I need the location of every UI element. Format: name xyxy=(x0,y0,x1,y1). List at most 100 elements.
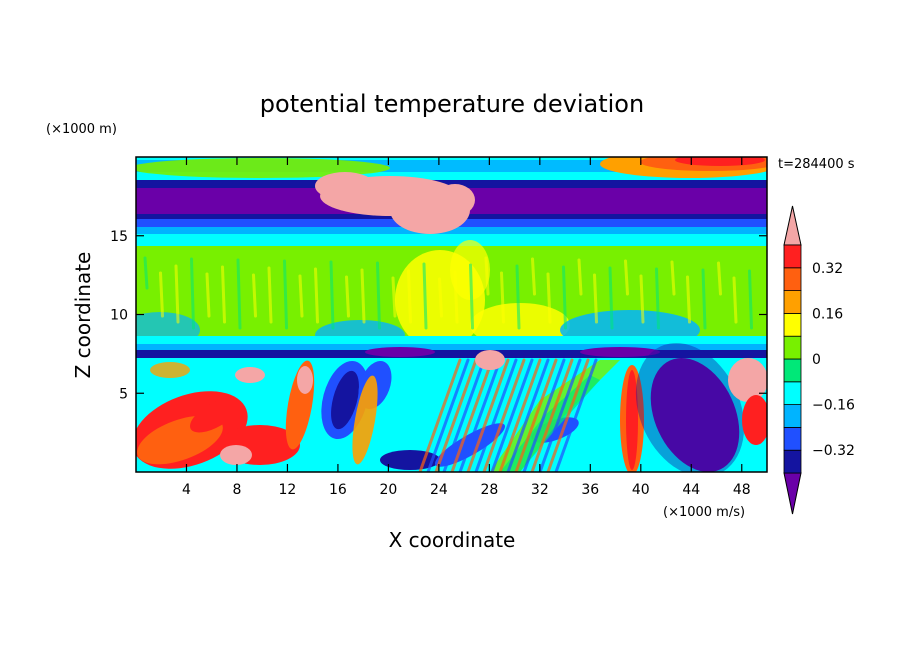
colorbar-segment xyxy=(783,381,802,405)
y-unit-label: (×1000 m) xyxy=(46,122,117,137)
field-stroke-41 xyxy=(438,277,443,318)
colorbar-segment xyxy=(783,244,802,269)
colorbar-over-triangle xyxy=(783,205,802,246)
field-stroke-106 xyxy=(530,358,574,472)
field-stroke-103 xyxy=(506,358,550,472)
y-tick-label: 10 xyxy=(110,308,128,324)
field-stroke-100 xyxy=(482,358,526,472)
field-stroke-42 xyxy=(453,270,459,324)
y-tick-label: 15 xyxy=(110,229,128,245)
field-stroke-54 xyxy=(639,274,645,324)
field-stroke-44 xyxy=(484,256,490,296)
field-region-88 xyxy=(635,343,745,472)
field-stroke-95 xyxy=(442,358,486,472)
field-region-10 xyxy=(136,234,767,246)
field-stroke-50 xyxy=(577,258,583,296)
y-axis-label: Z coordinate xyxy=(71,252,95,379)
x-tick-label: 32 xyxy=(531,482,549,498)
field-stroke-56 xyxy=(670,260,676,296)
colorbar-segment xyxy=(783,426,802,451)
field-region-110 xyxy=(475,350,505,370)
x-axis-label: X coordinate xyxy=(389,528,516,552)
field-region-65 xyxy=(365,347,435,357)
field-region-70 xyxy=(190,397,240,433)
x-tick-label: 28 xyxy=(480,482,498,498)
colorbar: 0.32 0.16 0 −0.16 −0.32 xyxy=(783,205,855,515)
field-stroke-105 xyxy=(522,358,566,472)
field-stroke-48 xyxy=(546,272,552,324)
x-tick-label: 40 xyxy=(632,482,650,498)
field-stroke-97 xyxy=(458,358,502,472)
x-tick-label: 8 xyxy=(232,482,241,498)
y-tick-label: 5 xyxy=(119,386,128,402)
colorbar-under-triangle xyxy=(783,472,802,515)
field-stroke-60 xyxy=(732,276,738,324)
field-stroke-61 xyxy=(748,269,753,330)
field-stroke-59 xyxy=(717,261,722,296)
x-tick-label: 24 xyxy=(430,482,448,498)
colorbar-segment xyxy=(783,449,802,474)
field-stroke-46 xyxy=(515,264,521,330)
field-stroke-47 xyxy=(531,257,536,296)
field-region-77 xyxy=(331,370,359,430)
field-region-64 xyxy=(136,350,767,358)
x-tick-label: 48 xyxy=(733,482,751,498)
field-stroke-33 xyxy=(314,267,319,324)
field-stroke-34 xyxy=(329,260,335,330)
field-stroke-109 xyxy=(554,358,598,472)
field-stroke-45 xyxy=(500,271,505,324)
field-stroke-94 xyxy=(434,358,478,472)
field-region-73 xyxy=(235,367,265,383)
field-stroke-23 xyxy=(159,271,164,318)
field-stroke-31 xyxy=(283,259,288,330)
field-region-87 xyxy=(650,358,740,472)
field-region-89 xyxy=(728,358,767,402)
field-region-72 xyxy=(220,445,252,465)
field-stroke-36 xyxy=(360,268,366,324)
colorbar-segment xyxy=(783,290,802,314)
y-axis: 5 10 15 xyxy=(110,229,767,402)
x-tick-label: 16 xyxy=(329,482,347,498)
x-tick-label: 20 xyxy=(379,482,397,498)
colorbar-segment xyxy=(783,404,802,428)
field-region-13 xyxy=(315,172,375,200)
field-region-5 xyxy=(136,158,390,178)
colorbar-segment xyxy=(783,312,802,337)
field-stroke-26 xyxy=(205,272,211,318)
field-region-79 xyxy=(352,375,378,465)
field-stroke-57 xyxy=(686,275,691,324)
field-region-66 xyxy=(580,347,660,357)
colorbar-tick-label: 0 xyxy=(812,352,821,368)
field-stroke-43 xyxy=(469,263,474,330)
field-stroke-38 xyxy=(391,276,397,318)
colorbar-segment xyxy=(783,358,802,383)
x-tick-label: 12 xyxy=(279,482,297,498)
field-stroke-32 xyxy=(298,274,304,318)
field-stroke-58 xyxy=(701,268,707,330)
field-stroke-40 xyxy=(422,262,428,330)
field-stroke-92 xyxy=(418,358,462,472)
field-stroke-37 xyxy=(376,261,381,330)
field-stroke-27 xyxy=(221,265,226,324)
field-stroke-39 xyxy=(407,269,412,324)
field-region-62 xyxy=(136,336,767,346)
field-stroke-107 xyxy=(538,358,582,472)
field-region-86 xyxy=(626,370,638,470)
colorbar-segment xyxy=(783,267,802,291)
colorbar-tick-label: −0.16 xyxy=(812,398,855,414)
field-stroke-35 xyxy=(345,275,350,318)
x-tick-label: 36 xyxy=(581,482,599,498)
field-stroke-108 xyxy=(546,358,590,472)
field-stroke-102 xyxy=(498,358,542,472)
field-region-75 xyxy=(297,366,313,394)
field-region-91 xyxy=(150,362,190,378)
field-stroke-104 xyxy=(514,358,558,472)
field-stroke-49 xyxy=(562,265,567,330)
field-region-4 xyxy=(675,157,765,166)
field-region-90 xyxy=(742,395,767,445)
field-region-63 xyxy=(136,344,767,352)
field-stroke-53 xyxy=(624,259,629,296)
x-axis: 4 8 12 16 20 24 28 32 36 40 44 48 xyxy=(182,157,751,498)
contour-field xyxy=(136,157,767,472)
field-stroke-98 xyxy=(466,358,510,472)
